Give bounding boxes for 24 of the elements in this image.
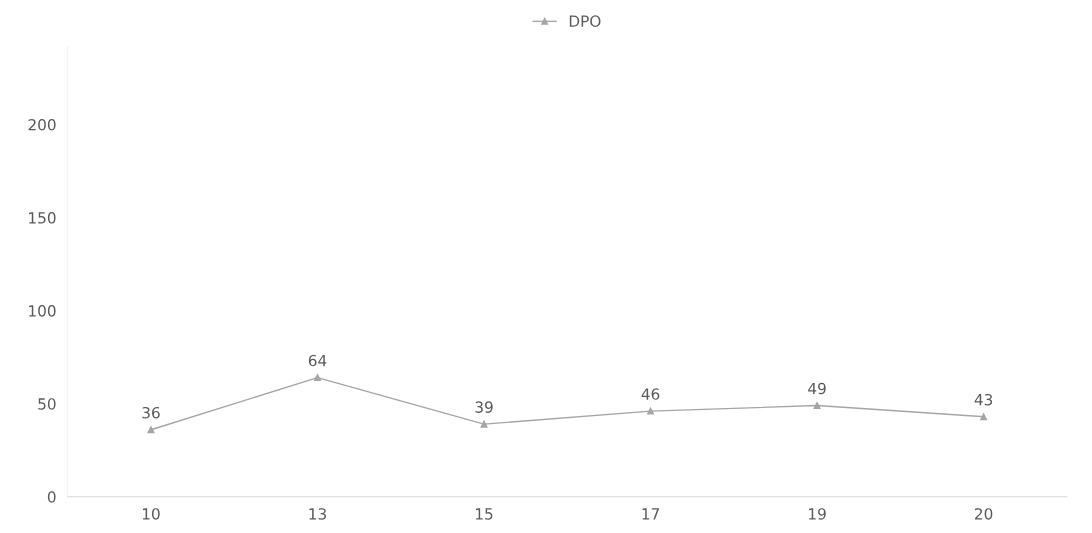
- data-label: 39: [475, 401, 493, 413]
- data-label: 46: [641, 388, 660, 400]
- y-tick-label: 100: [29, 305, 56, 317]
- point: [314, 374, 321, 382]
- point: [480, 420, 488, 428]
- point: [813, 402, 821, 410]
- y-tick-label: 150: [29, 212, 56, 224]
- data-label: 43: [974, 393, 993, 406]
- x-tick-label: 17: [642, 508, 659, 520]
- y-tick-label: 200: [28, 119, 56, 131]
- x-tick-label: 13: [309, 508, 326, 520]
- point: [980, 413, 988, 421]
- data-label: 49: [808, 382, 826, 395]
- data-label: 64: [308, 354, 327, 367]
- legend-label: DPO: [569, 15, 601, 27]
- data-label: 36: [142, 406, 160, 419]
- x-tick-label: 10: [142, 508, 160, 520]
- x-tick-label: 15: [475, 508, 493, 520]
- y-tick-label: 50: [38, 398, 56, 410]
- point: [647, 407, 655, 415]
- x-tick-label: 20: [975, 508, 993, 520]
- point: [147, 426, 155, 434]
- y-tick-label: 0: [47, 491, 56, 503]
- x-tick-label: 19: [809, 508, 826, 520]
